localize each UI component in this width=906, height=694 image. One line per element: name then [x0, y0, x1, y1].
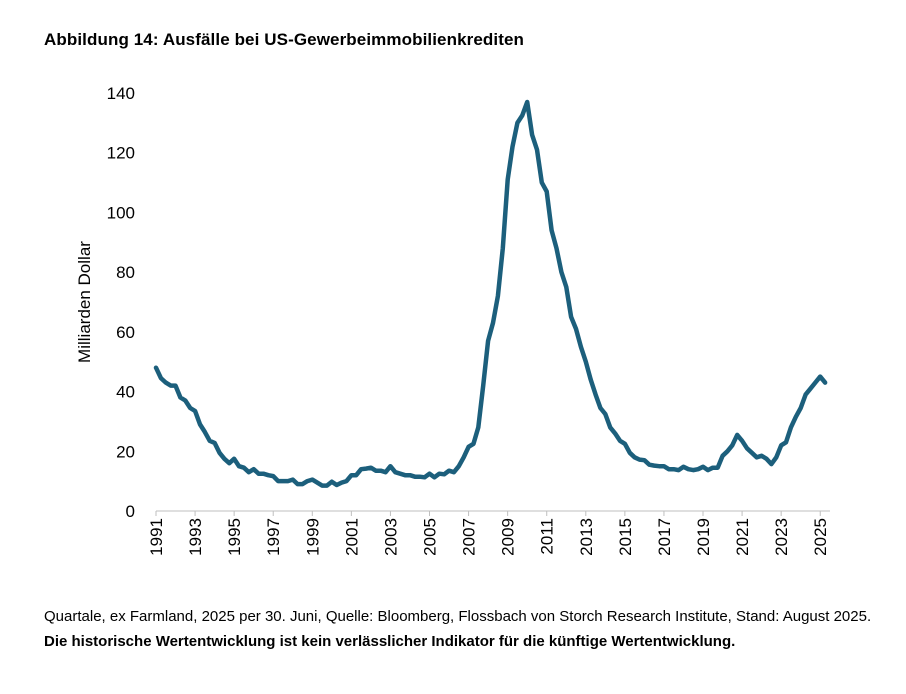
y-tick-label: 0: [126, 502, 135, 521]
x-tick-label: 1993: [186, 518, 205, 556]
y-tick-label: 80: [116, 263, 135, 282]
x-tick-label: 2013: [577, 518, 596, 556]
footnote: Quartale, ex Farmland, 2025 per 30. Juni…: [44, 604, 874, 654]
y-tick-label: 100: [107, 203, 135, 222]
y-tick-label: 60: [116, 323, 135, 342]
x-tick-label: 2023: [772, 518, 791, 556]
x-tick-label: 2007: [460, 518, 479, 556]
footnote-disclaimer: Die historische Wertentwicklung ist kein…: [44, 633, 736, 650]
series-line: [153, 99, 828, 488]
line-chart: 0 20 40 60 80 100 120 140 1991 1993 1995 1997 1999 2…: [75, 84, 830, 556]
y-axis-label: Milliarden Dollar: [75, 241, 94, 363]
chart-title: Abbildung 14: Ausfälle bei US-Gewerbeimm…: [44, 30, 525, 49]
x-tick-label: 1991: [147, 518, 166, 556]
y-tick-label: 40: [116, 383, 135, 402]
x-tick-label: 1999: [303, 518, 322, 556]
y-tick-label: 140: [107, 84, 135, 103]
x-tick-label: 2017: [655, 518, 674, 556]
x-tick-label: 2021: [733, 518, 752, 556]
series-layer: [153, 99, 828, 488]
y-tick-label: 120: [107, 144, 135, 163]
footnote-text: Quartale, ex Farmland, 2025 per 30. Juni…: [44, 608, 872, 625]
x-tick-label: 2025: [811, 518, 830, 556]
x-tick-label: 2009: [499, 518, 518, 556]
x-tick-label: 2003: [381, 518, 400, 556]
y-tick-label: 20: [116, 442, 135, 461]
x-axis-ticks: 1991 1993 1995 1997 1999 2001 2003 2005 2007 2009…: [147, 511, 830, 556]
x-tick-label: 2019: [694, 518, 713, 556]
x-tick-label: 2011: [538, 518, 557, 555]
x-tick-label: 1995: [225, 518, 244, 556]
x-tick-label: 2005: [421, 518, 440, 556]
x-tick-label: 2015: [616, 518, 635, 556]
x-tick-label: 2001: [342, 518, 361, 556]
x-tick-label: 1997: [264, 518, 283, 556]
y-axis-ticks: 0 20 40 60 80 100 120 140: [107, 84, 135, 521]
